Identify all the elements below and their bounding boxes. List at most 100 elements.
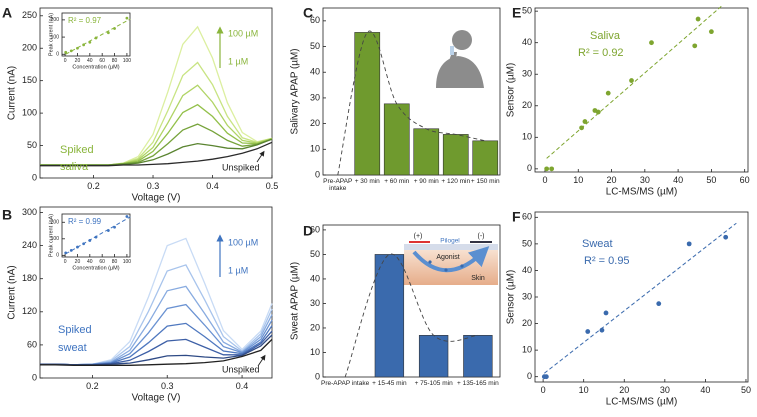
- x-tick-label: 20: [607, 175, 617, 185]
- data-point: [88, 40, 92, 44]
- y-tick-label: 100: [51, 236, 60, 242]
- annotation: 1 µM: [228, 265, 248, 275]
- x-tick-label: 10: [573, 175, 583, 185]
- data-point: [605, 90, 611, 96]
- panel-label: D: [303, 223, 313, 239]
- y-tick-label: 60: [310, 224, 320, 234]
- data-point: [585, 329, 591, 334]
- category-label-box: + 15-45 min: [372, 380, 407, 387]
- y-tick-label: 50: [310, 41, 320, 51]
- annotation: R² = 0.95: [584, 255, 630, 267]
- data-point: [595, 109, 601, 115]
- data-point: [64, 50, 68, 54]
- category-label-box: + 30 min: [355, 178, 380, 185]
- x-axis-label: Voltage (V): [132, 192, 181, 203]
- y-tick-label: 50: [27, 140, 37, 150]
- data-point: [69, 248, 73, 252]
- data-point: [582, 119, 588, 124]
- plot-frame: [39, 7, 273, 179]
- data-point: [649, 40, 654, 46]
- x-tick-label: Pre-APAP intake: [321, 380, 370, 387]
- x-tick-label: 50: [706, 175, 716, 185]
- x-tick-label: 50: [741, 385, 751, 395]
- y-axis-label: Sensor (µM): [506, 63, 517, 118]
- y-tick-label: 40: [310, 67, 320, 77]
- data-point: [113, 27, 116, 30]
- plot-frame: [61, 213, 131, 258]
- data-point: [125, 16, 129, 20]
- y-tick-label: 40: [522, 265, 532, 275]
- y-axis-label: Salivary APAP (µM): [290, 49, 301, 135]
- data-point: [76, 46, 79, 50]
- x-tick-label: + 120 min: [441, 178, 471, 185]
- y-tick-label: 50: [310, 249, 320, 259]
- y-tick-label: 20: [522, 318, 532, 328]
- data-point: [579, 125, 584, 131]
- inset-annotation: R² = 0.97: [68, 16, 102, 25]
- data-point: [603, 310, 609, 316]
- trend-line: [344, 253, 478, 378]
- y-tick-label: 10: [310, 144, 320, 154]
- annotation: 1 µM: [228, 56, 248, 66]
- y-axis-label: Peak current (nA): [48, 214, 54, 257]
- x-axis-label: LC-MS/MS (µM): [606, 396, 678, 407]
- voltammogram: [40, 141, 273, 167]
- y-tick-label: 0: [32, 172, 37, 182]
- y-tick-label: 40: [310, 273, 320, 283]
- x-tick-label: 30: [640, 175, 650, 185]
- annotation: R² = 0.92: [578, 47, 624, 59]
- x-axis-label: Concentration (µM): [72, 265, 119, 271]
- data-point: [708, 29, 714, 35]
- bar: [463, 335, 493, 378]
- annotation: Sweat: [582, 238, 613, 250]
- plot-frame: [534, 7, 749, 173]
- data-point: [686, 241, 692, 247]
- x-tick-label: 0.5: [266, 181, 279, 191]
- bar: [413, 128, 440, 176]
- category-label-box: Pre-APAP intake: [321, 380, 370, 387]
- y-tick-label: 0: [527, 371, 532, 381]
- diagram-label: Agonist: [436, 254, 459, 261]
- bar: [374, 254, 405, 378]
- annotation: sweat: [58, 342, 87, 354]
- x-tick-label: 80: [112, 58, 118, 64]
- category-label-box: Pre-APAP intake: [323, 178, 352, 192]
- x-tick-label: 60: [99, 259, 105, 265]
- annotation: 100 µM: [228, 237, 258, 247]
- x-axis-label: Concentration (µM): [72, 64, 119, 70]
- data-point: [692, 43, 698, 49]
- data-point: [106, 229, 110, 232]
- y-tick-label: 10: [522, 345, 532, 355]
- y-tick-label: 10: [310, 347, 320, 357]
- y-tick-label: 0: [32, 372, 37, 382]
- panel-label: F: [512, 209, 521, 225]
- y-tick-label: 30: [310, 298, 320, 308]
- annotation: Unspiked: [222, 364, 260, 374]
- data-point: [695, 16, 701, 22]
- y-tick-label: 60: [522, 212, 532, 222]
- annotation: saliva: [60, 161, 89, 173]
- data-point: [106, 31, 110, 35]
- diagram-label: (-): [478, 233, 485, 240]
- x-tick-label: + 135-165 min: [457, 380, 499, 387]
- plot-frame: [322, 7, 501, 176]
- panel-label: B: [2, 207, 12, 223]
- y-tick-label: 20: [310, 118, 320, 128]
- unspiked-arrow: [256, 150, 265, 163]
- x-axis-label: Voltage (V): [132, 392, 181, 403]
- category-label-box: + 75-105 min: [414, 380, 453, 387]
- y-tick-label: 20: [310, 322, 320, 332]
- x-tick-label: 0.2: [87, 181, 100, 191]
- panel-label: C: [303, 5, 313, 21]
- data-point: [69, 49, 73, 53]
- y-tick-label: 100: [22, 107, 37, 117]
- x-tick-label: 60: [740, 175, 750, 185]
- fit-line: [65, 216, 131, 255]
- y-tick-label: 20: [522, 100, 532, 110]
- y-tick-label: 0: [315, 371, 320, 381]
- x-tick-label: + 75-105 min: [414, 380, 453, 387]
- plot-frame: [39, 206, 273, 379]
- y-tick-label: 30: [310, 92, 320, 102]
